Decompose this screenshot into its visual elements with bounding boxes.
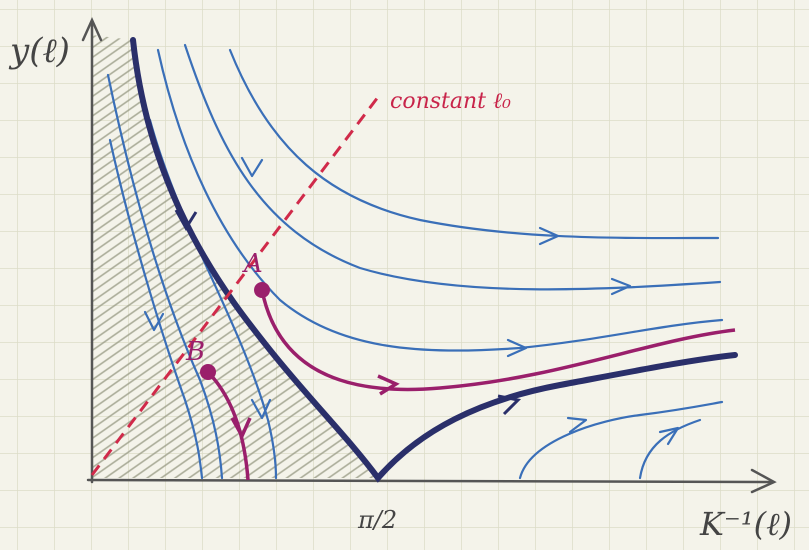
x-axis-label: K⁻¹(ℓ) — [699, 505, 792, 543]
point-label: B — [185, 337, 205, 367]
diagram: y(ℓ) K⁻¹(ℓ) π/2 constant ℓ₀ A B — [0, 0, 809, 550]
point-a — [254, 282, 270, 298]
y-axis-label: y(ℓ) — [8, 31, 70, 71]
x-mark-label: π/2 — [357, 506, 397, 534]
annotation: constant ℓ₀ — [390, 89, 511, 114]
point-label: A — [242, 249, 263, 279]
